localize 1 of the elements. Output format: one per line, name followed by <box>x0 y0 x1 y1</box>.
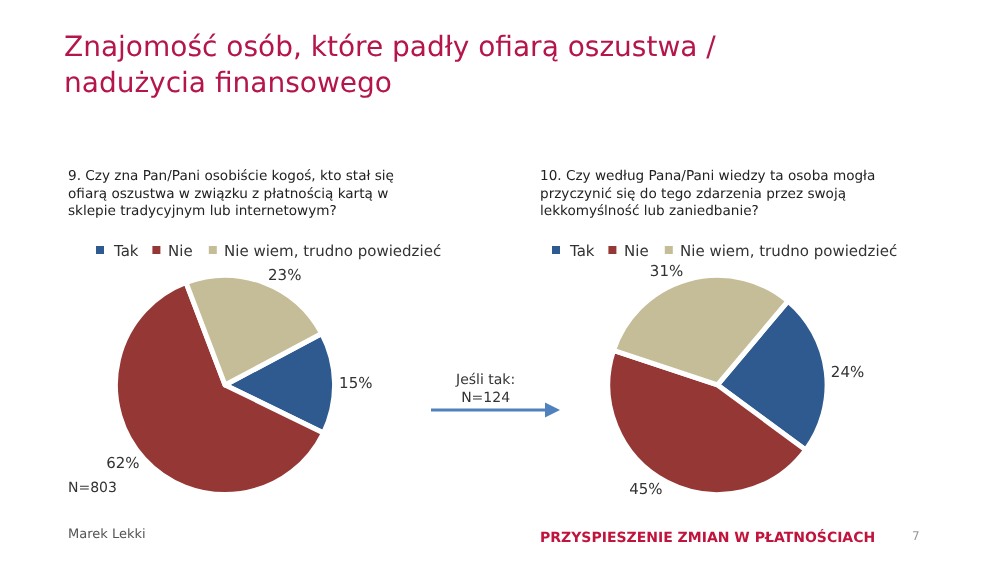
text: Znajomość osób, które padły ofiarą oszustwa / nadużycia finansowego <box>64 32 717 101</box>
